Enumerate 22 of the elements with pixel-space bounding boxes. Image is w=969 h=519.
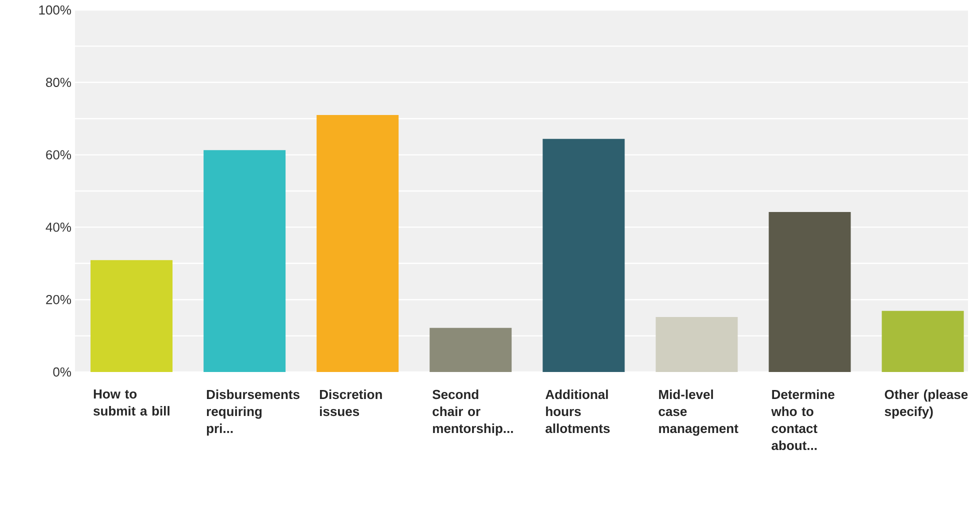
bar bbox=[768, 212, 851, 372]
bar bbox=[90, 260, 173, 372]
y-tick-label: 60% bbox=[46, 150, 72, 160]
y-tick-label: 40% bbox=[46, 222, 72, 232]
x-tick-label: Disbursements requiring pri... bbox=[206, 390, 300, 436]
x-tick-label: Mid-level case management bbox=[658, 390, 738, 436]
y-tick-label: 100% bbox=[39, 5, 72, 15]
bar bbox=[882, 310, 964, 372]
x-tick-label: Other (please specify) bbox=[884, 390, 968, 419]
x-tick-label: Discretion issues bbox=[320, 390, 382, 416]
bar bbox=[316, 114, 399, 372]
x-tick-label: Second chair or mentorship... bbox=[432, 390, 513, 436]
y-tick-label: 20% bbox=[46, 294, 72, 304]
bar bbox=[656, 316, 738, 372]
bar bbox=[204, 150, 286, 372]
y-tick-label: 0% bbox=[53, 367, 72, 377]
bar bbox=[542, 138, 625, 372]
bar bbox=[430, 328, 512, 372]
x-tick-label: Determine who to contact about... bbox=[771, 390, 834, 450]
y-tick-label: 80% bbox=[46, 78, 72, 87]
x-tick-label: How to submit a bill bbox=[93, 390, 170, 416]
x-tick-label: Additional hours allotments bbox=[546, 390, 610, 434]
